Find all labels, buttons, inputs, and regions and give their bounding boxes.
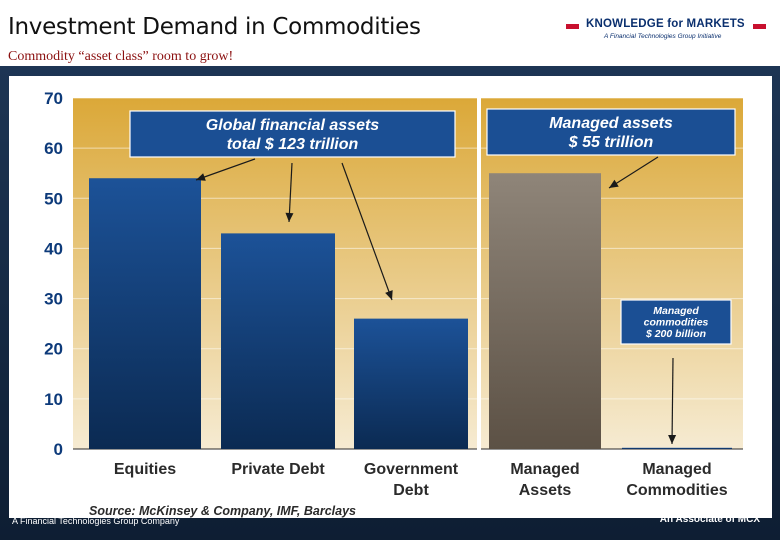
callout-box xyxy=(486,108,736,156)
x-axis-labels: Equities Private Debt Government Debt Manage… xyxy=(114,461,728,499)
callout-text: Global financial assets total $ 123 trill… xyxy=(206,117,380,153)
x-tick-label: Managed Assets xyxy=(510,461,579,499)
x-tick-label: Managed Commodities xyxy=(626,461,727,499)
knowledge-for-markets-logo: KNOWLEDGE for MARKETS A Financial Techno… xyxy=(566,18,766,44)
arrow-to-private-debt xyxy=(285,162,294,223)
arrow-to-equities xyxy=(195,158,256,181)
bar-1 xyxy=(221,233,335,449)
callout-managed-assets: Managed assets $ 55 trillion xyxy=(486,108,736,156)
y-axis-ticks: 0 10 20 30 40 50 60 70 xyxy=(44,89,63,459)
y-tick-label: 30 xyxy=(44,290,63,309)
arrow-line xyxy=(195,158,256,181)
footer-company-text: A Financial Technologies Group Company xyxy=(12,516,180,526)
arrow-head xyxy=(668,434,677,444)
arrow-line xyxy=(341,162,393,301)
arrow-line xyxy=(671,357,674,445)
logo-red-bar-left xyxy=(566,24,579,29)
bars xyxy=(89,173,732,449)
arrow-head xyxy=(609,179,619,188)
bar-4 xyxy=(622,447,732,449)
chart-panel: 0 10 20 30 40 50 60 70 Equities Private Debt Gove… xyxy=(9,76,772,518)
bar-3 xyxy=(489,173,601,449)
bar-2 xyxy=(354,318,468,449)
footer-associate-text: An Associate of MCX xyxy=(659,514,760,525)
x-tick-label: Private Debt xyxy=(231,461,325,478)
callouts: Global financial assets total $ 123 trill… xyxy=(129,108,736,445)
arrow-head xyxy=(385,290,393,300)
y-tick-label: 20 xyxy=(44,340,63,359)
arrow-head xyxy=(285,212,294,222)
arrow-line xyxy=(608,156,659,189)
y-tick-label: 10 xyxy=(44,390,63,409)
y-tick-label: 40 xyxy=(44,239,63,258)
bar-0 xyxy=(89,178,201,449)
callout-box xyxy=(620,299,732,345)
slide-title: Investment Demand in Commodities xyxy=(8,14,421,40)
x-tick-label: Equities xyxy=(114,461,176,478)
arrow-to-managed-commodities xyxy=(668,357,677,445)
slide-subtitle: Commodity “asset class” room to grow! xyxy=(8,49,234,64)
y-tick-label: 60 xyxy=(44,139,63,158)
y-tick-label: 0 xyxy=(54,440,63,459)
callout-managed-commodities: Managed commodities $ 200 billion xyxy=(620,299,732,345)
logo-tagline: A Financial Technologies Group Initiativ… xyxy=(604,33,722,40)
logo-red-bar-right xyxy=(753,24,766,29)
x-tick-label: Government Debt xyxy=(364,461,459,499)
y-tick-label: 70 xyxy=(44,89,63,108)
arrow-to-government-debt xyxy=(341,162,393,301)
bar-chart: 0 10 20 30 40 50 60 70 Equities Private Debt Gove… xyxy=(44,89,743,518)
callout-box xyxy=(129,110,456,158)
arrow-line xyxy=(288,162,293,223)
arrow-head xyxy=(196,173,206,181)
y-tick-label: 50 xyxy=(44,189,63,208)
logo-text: KNOWLEDGE for MARKETS xyxy=(586,18,745,30)
callout-text: Managed commodities $ 200 billion xyxy=(644,305,709,340)
callout-text: Managed assets $ 55 trillion xyxy=(549,115,673,151)
arrow-to-managed-assets xyxy=(608,156,659,189)
source-note: Source: McKinsey & Company, IMF, Barclay… xyxy=(89,504,356,518)
callout-global-financial-assets: Global financial assets total $ 123 trill… xyxy=(129,110,456,158)
